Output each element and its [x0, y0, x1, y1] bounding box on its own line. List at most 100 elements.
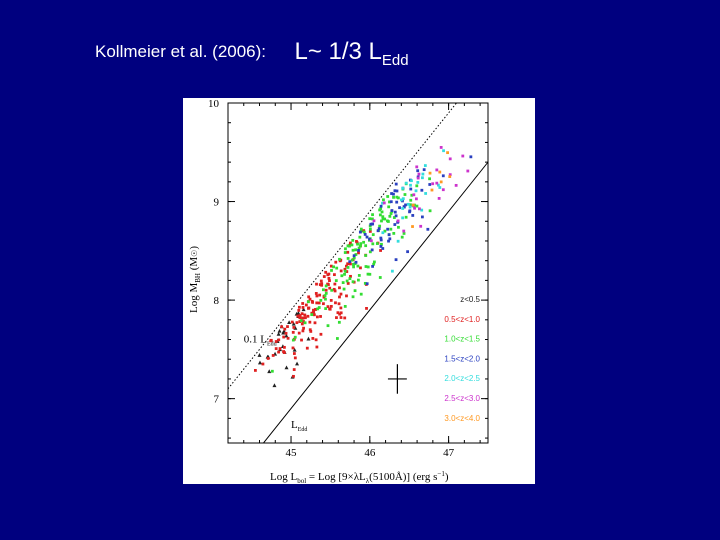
data-point: [308, 320, 312, 324]
data-point: [334, 301, 337, 305]
legend-entry: 1.0<z<1.5: [444, 335, 480, 344]
data-point: [280, 325, 284, 329]
data-point: [274, 347, 278, 350]
data-point: [359, 244, 362, 248]
data-point: [341, 281, 345, 284]
data-point: [386, 195, 390, 198]
data-point: [320, 283, 324, 287]
data-point: [402, 232, 406, 235]
x-tick-label: 46: [364, 447, 376, 459]
data-point: [338, 295, 341, 299]
data-point: [362, 240, 366, 244]
data-point: [370, 217, 374, 221]
data-point: [352, 256, 356, 260]
data-point: [319, 315, 322, 318]
data-point: [371, 222, 375, 226]
data-point: [352, 254, 356, 258]
data-point: [315, 294, 319, 298]
data-point: [327, 272, 331, 276]
data-point: [380, 219, 383, 223]
data-point: [349, 274, 352, 278]
data-point: [368, 237, 371, 241]
data-point: [401, 207, 405, 210]
data-point: [339, 292, 343, 296]
data-point: [330, 288, 334, 292]
data-point: [358, 235, 362, 239]
data-point: [387, 205, 391, 209]
data-point: [357, 248, 360, 252]
data-point: [345, 270, 349, 273]
data-point: [383, 229, 387, 233]
data-point: [317, 306, 321, 309]
data-point: [345, 294, 348, 298]
data-point: [297, 305, 301, 309]
data-point: [435, 168, 439, 172]
data-point: [326, 324, 330, 328]
data-point: [370, 248, 374, 252]
data-point: [365, 235, 369, 239]
data-point: [302, 326, 305, 330]
data-point: [416, 169, 420, 173]
data-point: [282, 350, 285, 353]
data-point: [366, 265, 370, 269]
data-point: [404, 215, 408, 219]
data-point: [317, 301, 321, 305]
data-point: [324, 284, 328, 288]
data-point: [371, 213, 374, 217]
data-point: [340, 274, 344, 278]
data-point: [406, 202, 410, 206]
data-points: [253, 146, 473, 388]
legend-entry: 0.5<z<1.0: [444, 315, 480, 324]
data-point: [338, 312, 342, 316]
data-point: [269, 339, 273, 343]
data-point: [417, 207, 421, 211]
data-point: [364, 265, 368, 268]
data-point: [415, 165, 419, 169]
data-point: [351, 238, 355, 242]
data-point: [326, 305, 330, 309]
data-point: [378, 224, 382, 228]
data-point: [442, 149, 445, 153]
data-point: [389, 227, 393, 231]
data-point: [287, 320, 292, 325]
data-point: [257, 353, 262, 357]
data-point: [292, 352, 296, 355]
data-point: [352, 262, 355, 266]
data-point: [310, 311, 314, 315]
data-point: [448, 175, 452, 179]
data-point: [378, 208, 382, 212]
y-tick-label: 10: [208, 98, 220, 110]
data-point: [319, 298, 323, 302]
data-point: [299, 319, 303, 323]
data-point: [333, 289, 337, 293]
eddington-label: LEdd: [291, 419, 307, 433]
data-point: [393, 223, 397, 226]
data-point: [395, 195, 399, 199]
data-point: [373, 260, 376, 264]
data-point: [413, 206, 416, 210]
data-point: [343, 269, 347, 273]
data-point: [428, 209, 432, 213]
data-point: [359, 292, 363, 296]
data-point: [306, 314, 310, 318]
data-point: [419, 224, 423, 228]
data-point: [381, 231, 385, 235]
data-point: [401, 197, 405, 201]
data-point: [291, 338, 295, 342]
data-point: [292, 326, 296, 329]
data-point: [291, 346, 295, 350]
data-point: [469, 155, 473, 159]
data-point: [348, 244, 351, 248]
data-point: [426, 227, 430, 231]
data-point: [346, 244, 350, 248]
data-point: [376, 229, 380, 233]
data-point: [291, 321, 296, 326]
legend-entry: 3.0<z<4.0: [444, 414, 480, 423]
data-point: [351, 295, 355, 299]
data-point: [415, 184, 419, 188]
data-point: [301, 302, 305, 305]
data-point: [349, 262, 352, 266]
legend-entry: 1.5<z<2.0: [444, 354, 480, 363]
data-point: [290, 320, 294, 324]
data-point: [329, 298, 333, 302]
